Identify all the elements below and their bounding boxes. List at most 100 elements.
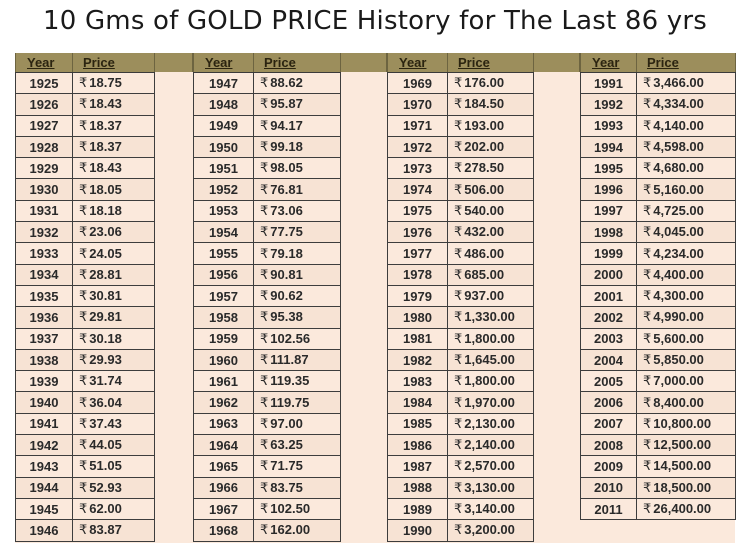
price-value: 88.62 [270,75,303,91]
price-cell: ₹12,500.00 [636,434,736,457]
column-header-price: Price [72,53,155,73]
price-value: 14,500.00 [653,458,712,474]
rupee-icon: ₹ [79,330,88,346]
price-value: 4,598.00 [653,139,704,155]
table-row: 1980 ₹1,330.00 [387,306,534,329]
table-row: 2007 ₹10,800.00 [580,412,736,436]
price-cell: ₹51.05 [72,455,155,478]
rupee-icon: ₹ [454,224,463,240]
year-cell: 2009 [580,455,637,478]
table-row: 1941 ₹37.43 [15,412,155,436]
price-value: 18.75 [89,75,122,91]
table-row: 1946 ₹83.87 [15,519,155,542]
column-header-price: Price [253,53,341,73]
table-row: 2005 ₹7,000.00 [580,370,736,393]
price-value: 119.35 [270,373,310,389]
table-row: 1962 ₹119.75 [193,391,341,414]
rupee-icon: ₹ [643,373,652,389]
price-cell: ₹18.43 [72,157,155,180]
price-cell: ₹184.50 [447,93,534,116]
price-value: 63.25 [270,437,303,453]
spacer-header [340,53,387,72]
price-value: 83.75 [270,479,303,495]
price-cell: ₹685.00 [447,263,534,286]
table-row: 1995 ₹4,680.00 [580,157,736,180]
rupee-icon: ₹ [454,501,463,517]
price-cell: ₹111.87 [253,348,341,372]
price-value: 3,200.00 [464,522,515,538]
price-value: 94.17 [270,117,303,133]
year-cell: 1948 [193,93,254,116]
rupee-icon: ₹ [454,352,463,367]
year-cell: 1936 [15,306,73,329]
price-value: 2,570.00 [464,458,515,474]
rupee-icon: ₹ [79,437,88,453]
price-value: 36.04 [89,394,122,410]
table-row: 1968 ₹162.00 [193,519,341,542]
price-cell: ₹63.25 [253,434,341,457]
price-cell: ₹1,645.00 [447,348,534,372]
table-row: 1931 ₹18.18 [15,199,155,223]
rupee-icon: ₹ [643,352,652,367]
rupee-icon: ₹ [454,245,463,261]
price-value: 3,130.00 [464,479,515,495]
table-row: 1956 ₹90.81 [193,263,341,286]
rupee-icon: ₹ [79,117,88,133]
price-cell: ₹4,680.00 [636,157,736,180]
rupee-icon: ₹ [454,181,463,197]
price-value: 4,300.00 [653,288,704,304]
price-value: 77.75 [270,224,303,240]
price-cell: ₹102.50 [253,497,341,521]
column-header-price: Price [636,53,736,73]
price-value: 2,130.00 [464,415,515,431]
price-cell: ₹2,130.00 [447,412,534,436]
year-cell: 1970 [387,93,448,116]
rupee-icon: ₹ [79,202,88,218]
price-value: 37.43 [89,415,122,431]
year-cell: 1938 [15,348,73,372]
table-row: 2000 ₹4,400.00 [580,263,736,286]
price-value: 18.18 [89,202,122,218]
price-value: 1,970.00 [464,394,515,410]
price-cell: ₹88.62 [253,71,341,95]
price-cell: ₹97.00 [253,412,341,436]
rupee-icon: ₹ [643,96,652,112]
price-value: 18.43 [89,160,122,176]
price-value: 18.05 [89,181,122,197]
table-row: 1939 ₹31.74 [15,370,155,393]
price-value: 506.00 [464,181,505,197]
price-cell: ₹4,598.00 [636,135,736,159]
rupee-icon: ₹ [260,96,269,112]
table-row: 1953 ₹73.06 [193,199,341,223]
year-cell: 1925 [15,71,73,95]
table-row: 1940 ₹36.04 [15,391,155,414]
rupee-icon: ₹ [79,181,88,197]
rupee-icon: ₹ [260,479,269,495]
price-cell: ₹28.81 [72,263,155,286]
price-cell: ₹2,570.00 [447,455,534,478]
price-value: 99.18 [270,139,303,155]
rupee-icon: ₹ [643,309,652,325]
rupee-icon: ₹ [643,117,652,133]
table-row: 1964 ₹63.25 [193,434,341,457]
rupee-icon: ₹ [79,224,88,240]
price-value: 31.74 [89,373,122,389]
price-value: 18.37 [89,117,122,133]
price-value: 73.06 [270,202,303,218]
year-cell: 1993 [580,114,637,137]
table-row: 1966 ₹83.75 [193,476,341,499]
price-value: 4,334.00 [653,96,704,112]
price-cell: ₹18.05 [72,178,155,201]
price-value: 4,680.00 [653,160,704,176]
year-cell: 2001 [580,284,637,308]
price-cell: ₹3,140.00 [447,497,534,521]
rupee-icon: ₹ [260,75,269,91]
rupee-icon: ₹ [79,96,88,112]
price-cell: ₹36.04 [72,391,155,414]
rupee-icon: ₹ [79,309,88,325]
price-value: 97.00 [270,415,303,431]
rupee-icon: ₹ [79,352,88,367]
price-cell: ₹5,600.00 [636,327,736,350]
price-value: 1,645.00 [464,352,515,367]
price-cell: ₹102.56 [253,327,341,350]
